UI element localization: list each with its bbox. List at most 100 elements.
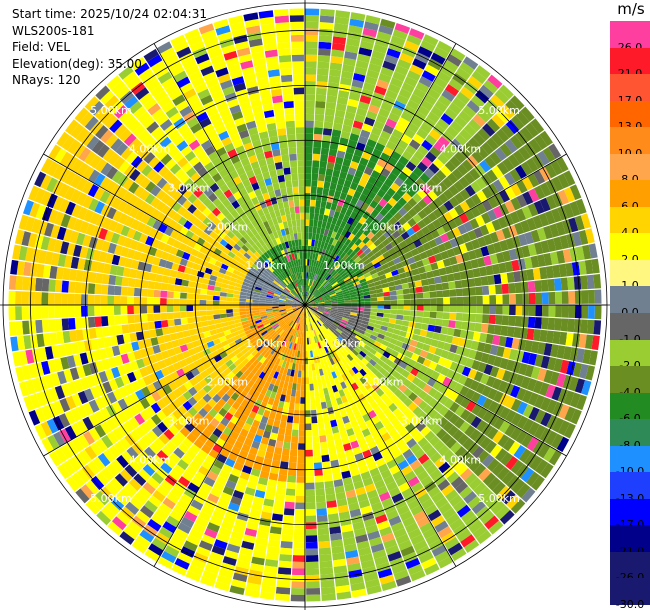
velocity-gate [195, 276, 204, 284]
velocity-gate [206, 295, 214, 301]
velocity-gate [330, 334, 336, 341]
velocity-gate [329, 314, 336, 319]
velocity-gate [197, 166, 208, 177]
velocity-gate [455, 463, 469, 476]
velocity-gate [317, 307, 325, 310]
velocity-gate [320, 333, 325, 341]
velocity-gate [423, 305, 431, 312]
velocity-gate [293, 528, 305, 536]
velocity-gate [488, 285, 496, 295]
velocity-gate [375, 221, 384, 231]
velocity-gate [313, 329, 317, 337]
velocity-gate [82, 431, 96, 445]
velocity-gate [169, 355, 179, 364]
velocity-gate [343, 222, 351, 231]
velocity-gate [400, 545, 415, 557]
velocity-gate [271, 323, 279, 329]
velocity-gate [375, 284, 383, 290]
velocity-gate [467, 250, 477, 260]
velocity-gate [28, 410, 41, 426]
velocity-gate [492, 481, 506, 496]
velocity-gate [311, 239, 316, 247]
velocity-gate [24, 216, 36, 232]
velocity-gate [402, 202, 413, 212]
velocity-gate [440, 366, 450, 377]
velocity-gate [334, 240, 341, 248]
velocity-gate [351, 302, 358, 305]
velocity-gate [382, 287, 390, 293]
velocity-gate [272, 305, 279, 307]
velocity-gate [275, 357, 281, 366]
velocity-gate [285, 495, 295, 503]
velocity-gate [211, 333, 219, 341]
velocity-gate [41, 278, 50, 292]
velocity-gate [332, 552, 346, 561]
velocity-gate [315, 200, 322, 208]
velocity-gate [318, 234, 324, 242]
velocity-gate [362, 82, 376, 92]
velocity-gate [243, 368, 252, 377]
velocity-gate [205, 235, 215, 244]
velocity-gate [197, 388, 208, 398]
velocity-gate [521, 281, 529, 293]
velocity-gate [351, 253, 359, 261]
velocity-gate [171, 190, 183, 202]
velocity-gate [294, 296, 301, 301]
velocity-gate [430, 52, 446, 65]
velocity-gate [456, 163, 469, 176]
velocity-gate [232, 269, 241, 276]
velocity-gate [251, 440, 261, 450]
velocity-gate [133, 296, 141, 305]
velocity-gate [347, 139, 358, 149]
velocity-gate [36, 263, 45, 278]
velocity-gate [402, 378, 412, 388]
velocity-gate [366, 395, 375, 405]
velocity-gate [374, 436, 385, 446]
velocity-gate [291, 322, 297, 329]
velocity-gate [324, 421, 332, 429]
velocity-gate [349, 314, 357, 319]
velocity-gate [565, 262, 574, 277]
velocity-gate [316, 355, 321, 363]
velocity-gate [260, 330, 268, 336]
velocity-gate [402, 407, 413, 418]
velocity-gate [88, 427, 101, 442]
velocity-gate [287, 468, 297, 477]
velocity-gate [438, 394, 449, 406]
velocity-gate [113, 156, 126, 170]
velocity-gate [343, 179, 352, 188]
velocity-gate [163, 141, 176, 154]
velocity-gate [40, 360, 51, 375]
velocity-gate [189, 460, 201, 471]
velocity-gate [232, 301, 240, 305]
velocity-gate [188, 564, 204, 576]
velocity-gate [239, 413, 249, 423]
velocity-gate [436, 311, 444, 319]
velocity-gate [350, 243, 358, 251]
velocity-gate [545, 330, 555, 344]
velocity-gate [413, 361, 423, 371]
velocity-gate [316, 81, 328, 89]
velocity-gate [356, 163, 367, 173]
velocity-gate [186, 432, 198, 444]
velocity-gate [341, 365, 349, 374]
velocity-gate [128, 206, 140, 219]
velocity-gate [472, 268, 481, 278]
velocity-gate [444, 83, 460, 97]
velocity-gate [391, 448, 402, 459]
velocity-gate [238, 247, 247, 256]
velocity-gate [329, 223, 336, 232]
velocity-gate [483, 79, 499, 94]
velocity-gate [393, 388, 403, 398]
velocity-gate [320, 316, 327, 322]
velocity-gate [258, 524, 270, 533]
velocity-gate [323, 312, 330, 316]
velocity-gate [184, 421, 195, 433]
velocity-gate [315, 260, 320, 268]
velocity-gate [384, 54, 399, 65]
velocity-gate [556, 345, 566, 359]
velocity-gate [306, 581, 320, 589]
velocity-gate [206, 300, 213, 305]
velocity-gate [196, 150, 208, 162]
velocity-gate [315, 292, 321, 298]
